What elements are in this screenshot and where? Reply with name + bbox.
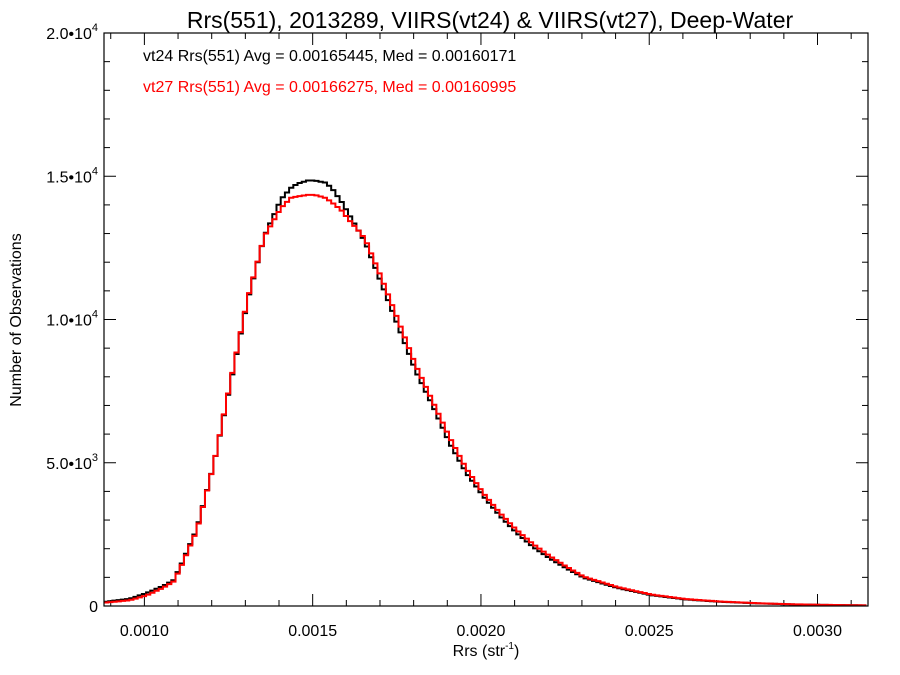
y-tick-label: 5.0•103 <box>46 452 98 473</box>
plot-frame <box>103 32 869 607</box>
y-tick-base: 5.0•10 <box>46 456 92 473</box>
y-tick-exponent: 3 <box>92 452 98 464</box>
x-axis-label-main: Rrs (str <box>453 643 506 660</box>
y-tick-exponent: 4 <box>92 22 98 34</box>
y-tick-base: 2.0•10 <box>46 26 92 43</box>
x-tick-label: 0.0025 <box>625 623 674 640</box>
series-group <box>104 179 867 607</box>
x-tick-labels: 0.0010 0.0015 0.0020 0.0025 0.0030 <box>120 623 842 640</box>
y-tick-label: 1.5•104 <box>46 165 98 186</box>
x-tick-label: 0.0030 <box>793 623 842 640</box>
y-tick-base: 1.5•10 <box>46 169 92 186</box>
y-tick-exponent: 4 <box>92 309 98 321</box>
x-axis-label-end: ) <box>514 643 519 660</box>
y-tick-base: 0 <box>89 599 98 616</box>
y-tick-label: 2.0•104 <box>46 22 98 43</box>
y-tick-label: 0 <box>89 599 98 616</box>
y-tick-exponent: 4 <box>92 165 98 177</box>
series-vt24-line <box>104 179 867 607</box>
series-vt27-line <box>104 193 867 607</box>
x-tick-label: 0.0010 <box>120 623 169 640</box>
annotation-vt27: vt27 Rrs(551) Avg = 0.00166275, Med = 0.… <box>143 79 516 96</box>
x-tick-label: 0.0020 <box>456 623 505 640</box>
y-tick-base: 1.0•10 <box>46 313 92 330</box>
y-axis-label: Number of Observations <box>8 233 25 406</box>
chart-title: Rrs(551), 2013289, VIIRS(vt24) & VIIRS(v… <box>187 7 794 33</box>
x-tick-label: 0.0015 <box>288 623 337 640</box>
axis-ticks <box>104 32 868 607</box>
x-axis-label: Rrs (str-1) <box>453 641 520 660</box>
x-axis-label-sup: -1 <box>505 641 514 652</box>
y-tick-label: 1.0•104 <box>46 309 98 330</box>
annotation-vt24: vt24 Rrs(551) Avg = 0.00165445, Med = 0.… <box>143 48 516 65</box>
